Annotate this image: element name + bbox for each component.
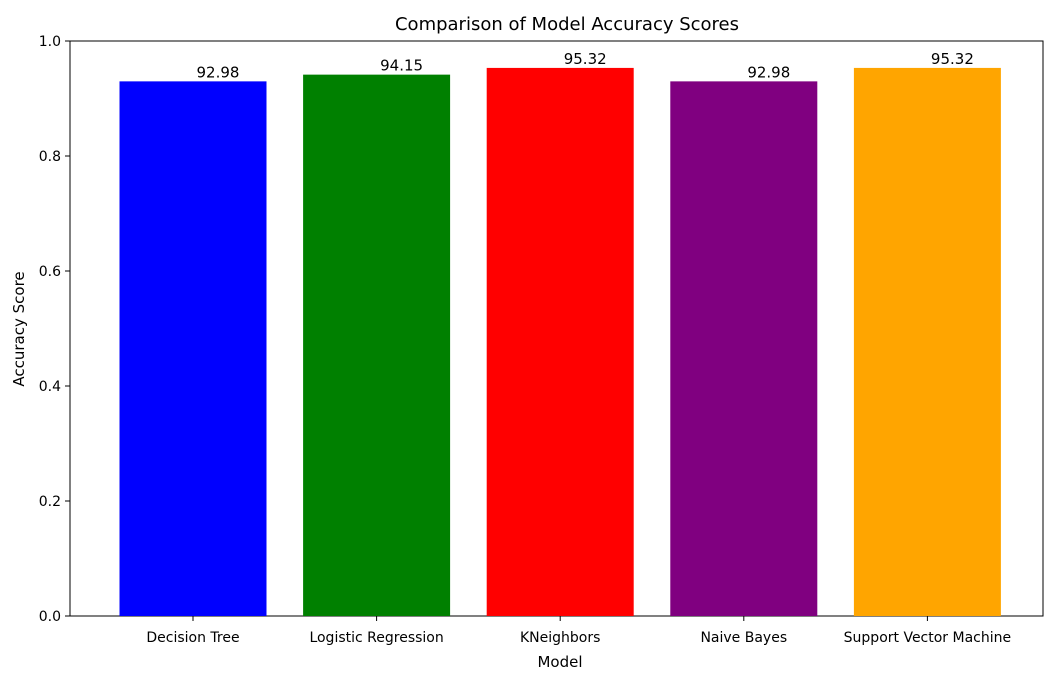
y-tick-label: 0.4 xyxy=(39,379,61,395)
bar xyxy=(303,74,451,616)
x-tick-label: KNeighbors xyxy=(520,630,600,646)
bar xyxy=(670,81,818,617)
bar-value-label: 95.32 xyxy=(564,50,607,68)
x-tick-label: Logistic Regression xyxy=(309,630,443,646)
x-axis-title: Model xyxy=(537,653,582,671)
bar xyxy=(853,67,1001,616)
bar-value-label: 95.32 xyxy=(931,50,974,68)
y-tick-label: 1.0 xyxy=(39,34,61,50)
bar-value-label: 94.15 xyxy=(380,57,423,75)
x-tick-label: Support Vector Machine xyxy=(844,630,1011,646)
y-tick-label: 0.8 xyxy=(39,149,61,165)
y-axis-title: Accuracy Score xyxy=(10,271,28,386)
y-tick-label: 0.6 xyxy=(39,264,61,280)
y-tick-label: 0.0 xyxy=(39,609,61,625)
y-tick-label: 0.2 xyxy=(39,494,61,510)
x-axis-ticks: Decision Tree Logistic Regression KNeighbo… xyxy=(146,616,1011,646)
bar xyxy=(486,67,634,616)
chart-title: Comparison of Model Accuracy Scores xyxy=(395,14,739,35)
bar-value-label: 92.98 xyxy=(747,63,790,81)
y-axis-ticks: 0.0 0.2 0.4 0.6 0.8 1.0 xyxy=(39,34,70,625)
bars xyxy=(119,67,1001,617)
bar xyxy=(119,81,267,617)
bar-value-label: 92.98 xyxy=(197,63,240,81)
x-tick-label: Naive Bayes xyxy=(700,630,787,646)
data-labels: 92.98 94.15 95.32 92.98 95.32 xyxy=(197,50,974,81)
x-tick-label: Decision Tree xyxy=(146,630,239,646)
